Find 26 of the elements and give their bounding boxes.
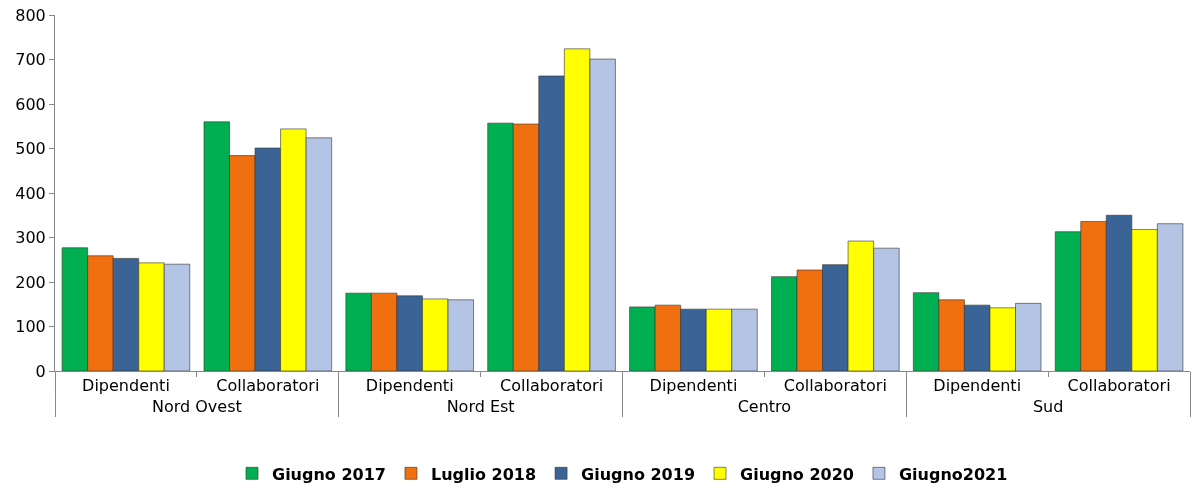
x-tick-label: Dipendenti [649, 376, 738, 396]
legend-label: Luglio 2018 [430, 464, 537, 484]
x-tick-label: Collaboratori [1067, 376, 1171, 396]
x-tick-label: Collaboratori [783, 376, 887, 396]
x-tick-label: Dipendenti [365, 376, 454, 396]
text: Nord Ovest [151, 397, 242, 417]
y-tick-label: 200 [15, 272, 46, 292]
y-tick-label: 300 [15, 228, 46, 248]
legend-label: Giugno2021 [898, 464, 1008, 484]
text: Nord Est [446, 397, 515, 417]
y-tick-label: 100 [15, 317, 46, 337]
x-tick-label: Collaboratori [216, 376, 320, 396]
y-tick-label: 0 [35, 361, 46, 381]
y-tick-label: 400 [15, 183, 46, 203]
text: Centro [737, 397, 792, 417]
y-tick-label: 800 [15, 5, 46, 25]
y-tick-label: 700 [15, 50, 46, 70]
text: Sud [1032, 397, 1064, 417]
x-tick-label: Dipendenti [82, 376, 170, 396]
legend-label: Giugno 2017 [272, 464, 386, 484]
legend-label: Giugno 2020 [740, 464, 854, 484]
legend-label: Giugno 2019 [581, 464, 696, 484]
y-tick-label: 600 [15, 94, 46, 114]
x-tick-label: Collaboratori [500, 376, 604, 396]
x-tick-label: Dipendenti [933, 376, 1022, 396]
y-tick-label: 500 [15, 139, 46, 159]
